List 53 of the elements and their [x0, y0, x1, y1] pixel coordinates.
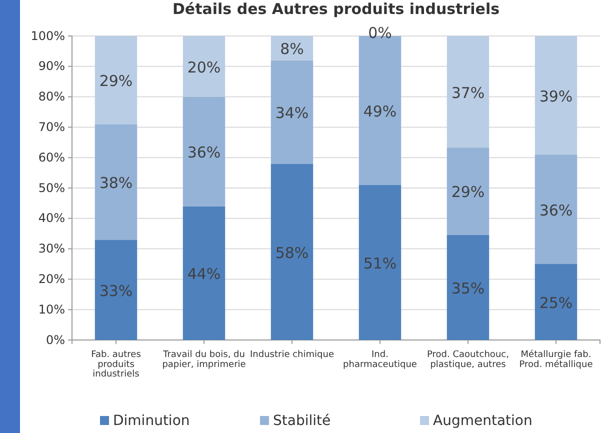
bar	[94, 124, 138, 240]
y-tick-label: 30%	[38, 242, 65, 256]
bar	[358, 184, 402, 340]
bar	[94, 36, 138, 124]
y-tick-label: 100%	[30, 28, 65, 43]
data-label: 58%	[275, 244, 309, 262]
bar	[270, 164, 314, 340]
data-label: 49%	[363, 102, 397, 120]
x-tick-label: Travail du bois, du papier, imprimerie	[162, 350, 246, 370]
bar	[534, 264, 578, 340]
data-label: 44%	[187, 265, 221, 284]
legend-label: Stabilité	[273, 413, 331, 429]
data-label: 38%	[99, 174, 133, 192]
y-tick-label: 0%	[46, 332, 65, 347]
data-label: 36%	[539, 201, 573, 220]
bar	[94, 240, 138, 340]
bar	[182, 96, 226, 206]
data-label: 8%	[280, 40, 304, 58]
data-label: 20%	[187, 58, 221, 76]
data-label: 34%	[275, 104, 309, 122]
x-tick-label: Fab. autres produits industriels	[91, 350, 142, 380]
bar	[446, 234, 490, 340]
y-tick-label: 50%	[38, 180, 65, 195]
y-tick-label: 40%	[38, 211, 65, 226]
y-tick-label: 10%	[38, 302, 65, 316]
data-label: 29%	[451, 183, 485, 202]
data-label: 39%	[539, 87, 573, 106]
y-tick-label: 90%	[38, 59, 65, 74]
data-label: 51%	[363, 254, 397, 272]
x-tick-label: Ind. pharmaceutique	[343, 350, 418, 370]
bar	[534, 154, 578, 264]
y-tick-label: 80%	[38, 90, 65, 104]
bar	[446, 36, 490, 148]
bar	[182, 206, 226, 340]
data-label: 25%	[539, 294, 573, 312]
x-tick-label: Prod. Caoutchouc, plastique, autres	[427, 350, 509, 370]
chart-title: Détails des Autres produits industriels	[172, 0, 500, 18]
data-label: 37%	[451, 84, 485, 102]
bar	[446, 148, 490, 235]
legend-label: Diminution	[113, 413, 190, 429]
legend-label: Augmentation	[433, 413, 532, 429]
y-tick-label: 20%	[38, 272, 65, 286]
bar	[270, 60, 314, 164]
y-tick-label: 60%	[38, 150, 65, 164]
x-tick-label: Industrie chimique	[250, 350, 334, 360]
data-label: 36%	[187, 144, 221, 162]
data-label: 33%	[99, 282, 133, 300]
x-tick-label: Métallurgie fab. Prod. métallique	[519, 348, 594, 370]
data-label: 35%	[451, 279, 485, 298]
bar	[534, 36, 578, 155]
bar	[182, 36, 226, 97]
y-tick-label: 70%	[38, 120, 65, 134]
data-label: 29%	[99, 72, 133, 90]
